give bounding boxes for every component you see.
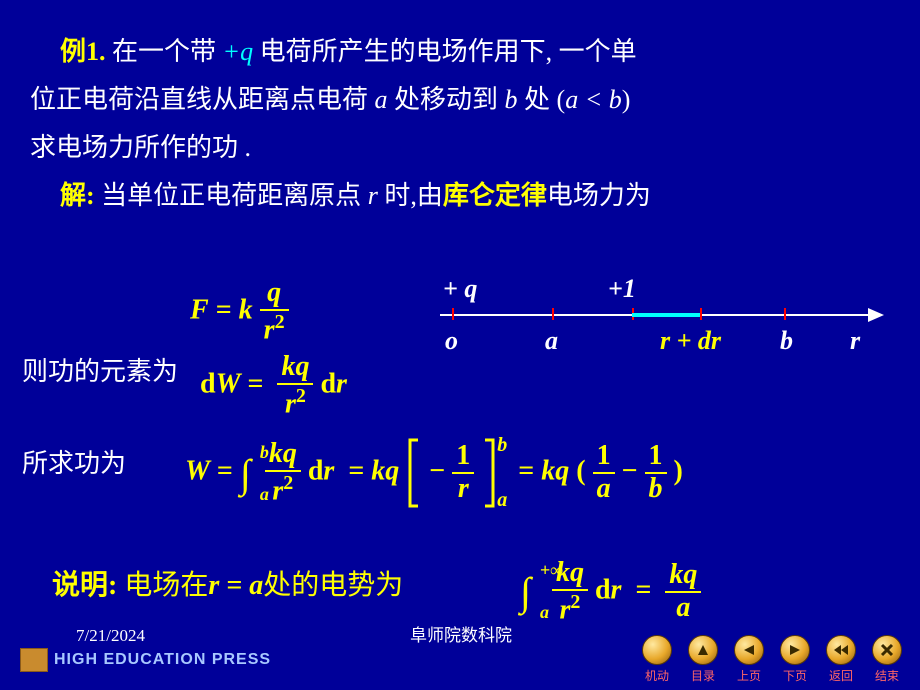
line-3: 求电场力所作的功 .: [30, 124, 890, 172]
tick-rdr: [700, 308, 702, 320]
close-icon: [880, 643, 894, 657]
label-o: o: [445, 326, 458, 356]
segment-dr: [632, 313, 700, 317]
rewind-icon: [833, 643, 849, 657]
line-1: 例1. 在一个带 +q 电荷所产生的电场作用下, 一个单: [60, 28, 890, 76]
triangle-right-icon: [788, 643, 802, 657]
nav-bar: 机动 目录 上页 下页 返回 结束: [638, 635, 906, 684]
nav-back-button[interactable]: 返回: [822, 635, 860, 684]
example-label: 例1.: [60, 37, 106, 66]
line-6: 所求功为: [22, 440, 126, 488]
line-note: 说明: 电场在r = a处的电势为: [52, 562, 403, 610]
line-4: 解: 当单位正电荷距离原点 r 时,由库仑定律电场力为: [60, 172, 890, 220]
label-r-axis: r: [850, 326, 860, 356]
nav-next-button[interactable]: 下页: [776, 635, 814, 684]
eq-force: F = k qr2: [190, 278, 289, 346]
charge-plus-1: +1: [608, 274, 636, 304]
footer-school: 阜师院数科院: [410, 621, 512, 646]
label-a: a: [545, 326, 558, 356]
coulomb-law: 库仑定律: [443, 181, 547, 210]
footer-date: 7/21/2024: [76, 626, 145, 646]
solution-label: 解:: [60, 181, 95, 210]
tick-b: [784, 308, 786, 320]
nav-machine-button[interactable]: 机动: [638, 635, 676, 684]
logo-box-icon: [20, 648, 48, 672]
footer: 7/21/2024 阜师院数科院 HIGH EDUCATION PRESS 机动…: [0, 642, 920, 690]
note-label: 说明:: [52, 570, 117, 601]
line-2: 位正电荷沿直线从距离点电荷 a 处移动到 b 处 (a < b): [30, 76, 890, 124]
axis-arrow-icon: [868, 308, 884, 322]
publisher-logo: HIGH EDUCATION PRESS: [20, 648, 271, 672]
tick-o: [452, 308, 454, 320]
triangle-left-icon: [742, 643, 756, 657]
tick-a: [552, 308, 554, 320]
number-line-diagram: + q +1 o a r + dr b r: [440, 280, 900, 360]
nav-toc-button[interactable]: 目录: [684, 635, 722, 684]
charge-plus-q: + q: [443, 274, 477, 304]
label-b: b: [780, 326, 793, 356]
eq-work: W = ∫ba kqr2 dr = kq − 1r ba = kq ( 1a −…: [185, 438, 683, 508]
line-5: 则功的元素为: [22, 348, 178, 396]
triangle-up-icon: [696, 643, 710, 657]
nav-prev-button[interactable]: 上页: [730, 635, 768, 684]
nav-end-button[interactable]: 结束: [868, 635, 906, 684]
eq-dw: dW = kqr2 dr: [200, 352, 347, 420]
label-rdr: r + dr: [660, 326, 721, 356]
eq-potential: ∫+∞a kqr2 dr = kqa: [520, 558, 701, 626]
